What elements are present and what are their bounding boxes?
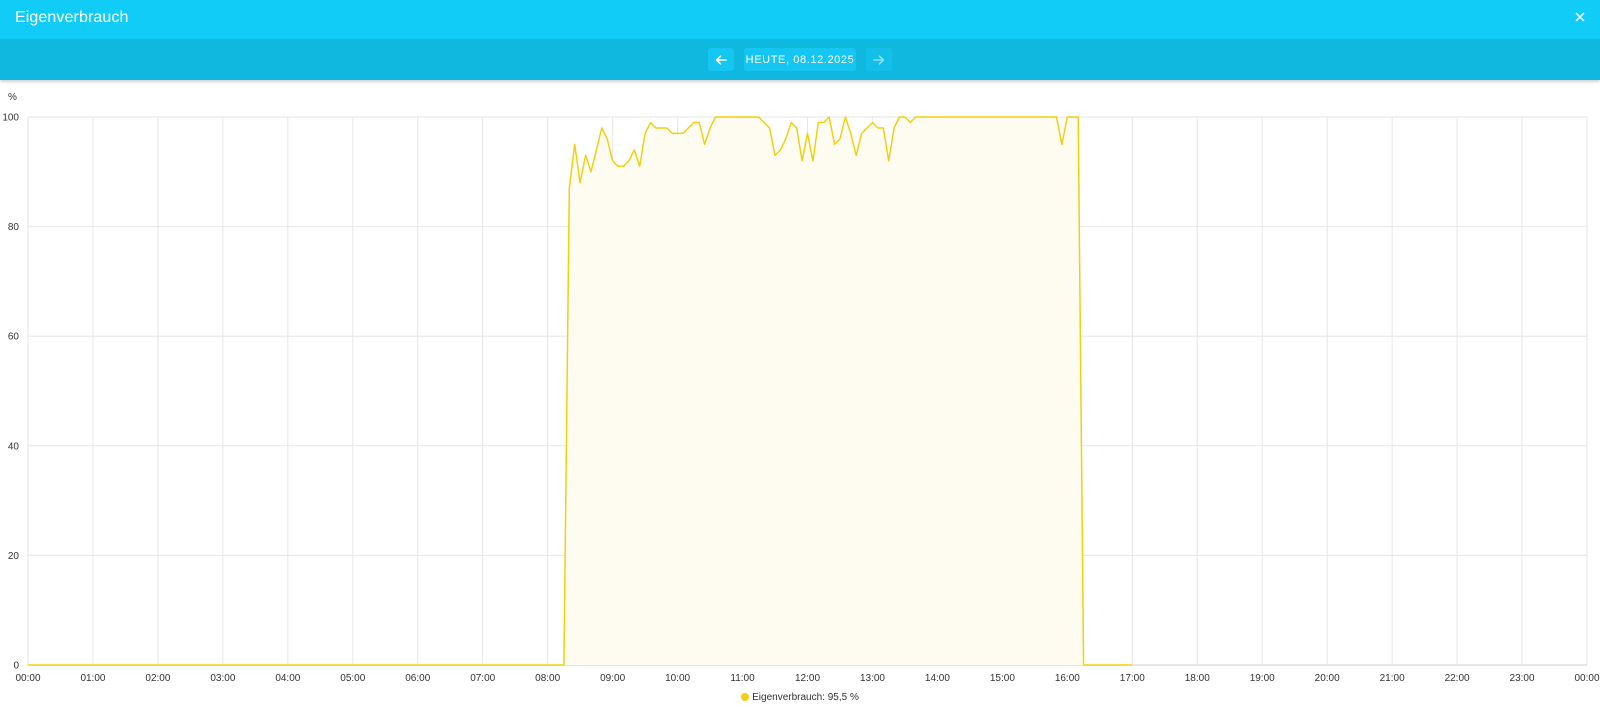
x-axis-ticks: 00:00 01:00 02:00 03:00 04:00 05:00 06:00 07:00… bbox=[15, 673, 1599, 684]
x-tick-label: 02:00 bbox=[145, 673, 170, 684]
x-tick-label: 21:00 bbox=[1380, 673, 1405, 684]
x-tick-label: 16:00 bbox=[1055, 673, 1080, 684]
y-axis-label: % bbox=[8, 92, 17, 103]
y-tick-label: 80 bbox=[8, 222, 20, 233]
x-tick-label: 13:00 bbox=[860, 673, 885, 684]
chart-legend[interactable]: Eigenverbrauch: 95,5 % bbox=[0, 692, 1600, 703]
close-icon[interactable] bbox=[1572, 9, 1588, 27]
date-navigation-bar: HEUTE, 08.12.2025 bbox=[0, 39, 1600, 80]
x-tick-label: 23:00 bbox=[1510, 673, 1535, 684]
x-tick-label: 06:00 bbox=[405, 673, 430, 684]
series-line bbox=[28, 116, 1133, 666]
x-tick-label: 14:00 bbox=[925, 673, 950, 684]
legend-label: Eigenverbrauch: 95,5 % bbox=[752, 692, 859, 703]
x-tick-label: 22:00 bbox=[1445, 673, 1470, 684]
x-tick-label: 18:00 bbox=[1185, 673, 1210, 684]
y-tick-label: 20 bbox=[8, 551, 20, 562]
x-tick-label: 04:00 bbox=[275, 673, 300, 684]
y-tick-label: 0 bbox=[13, 661, 19, 672]
next-day-button[interactable] bbox=[866, 48, 892, 71]
x-tick-label: 15:00 bbox=[990, 673, 1015, 684]
x-tick-label: 05:00 bbox=[340, 673, 365, 684]
series-area-fill bbox=[28, 117, 1133, 665]
date-label: HEUTE, 08.12.2025 bbox=[745, 53, 855, 66]
eigenverbrauch-chart: 0 20 40 60 80 100 00:00 01:00 02:00 03:00 04:00 05… bbox=[2, 92, 1600, 684]
x-tick-label: 01:00 bbox=[80, 673, 105, 684]
x-tick-label: 17:00 bbox=[1120, 673, 1145, 684]
x-tick-label: 00:00 bbox=[1574, 673, 1599, 684]
legend-color-dot bbox=[741, 693, 750, 701]
y-tick-label: 100 bbox=[2, 113, 19, 124]
arrow-right-icon bbox=[873, 54, 885, 65]
x-tick-label: 20:00 bbox=[1315, 673, 1340, 684]
x-tick-label: 12:00 bbox=[795, 673, 820, 684]
arrow-left-icon bbox=[715, 54, 727, 65]
x-tick-label: 03:00 bbox=[210, 673, 235, 684]
dialog-titlebar: Eigenverbrauch bbox=[0, 0, 1600, 39]
dialog-title: Eigenverbrauch bbox=[15, 9, 129, 26]
y-tick-label: 60 bbox=[8, 332, 20, 343]
x-tick-label: 08:00 bbox=[535, 673, 560, 684]
previous-day-button[interactable] bbox=[708, 48, 734, 71]
x-tick-label: 07:00 bbox=[470, 673, 495, 684]
y-axis-ticks: 0 20 40 60 80 100 bbox=[2, 113, 19, 672]
x-tick-label: 11:00 bbox=[730, 673, 755, 684]
y-tick-label: 40 bbox=[8, 441, 20, 452]
x-tick-label: 00:00 bbox=[15, 673, 40, 684]
x-tick-label: 19:00 bbox=[1250, 673, 1275, 684]
date-picker-button[interactable]: HEUTE, 08.12.2025 bbox=[744, 48, 856, 71]
x-tick-label: 10:00 bbox=[665, 673, 690, 684]
x-tick-label: 09:00 bbox=[600, 673, 625, 684]
